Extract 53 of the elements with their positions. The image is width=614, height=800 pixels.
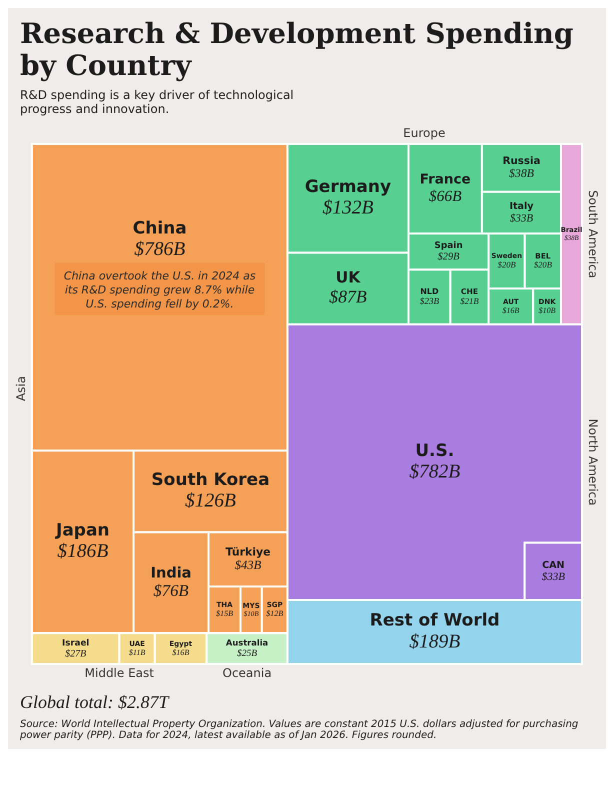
text: China overtook the U.S. in 2024 as its R&D spending grew 8.7% while U.S. spending fell by 0.2%.: [64, 270, 256, 311]
data-label: $33B: [510, 212, 534, 224]
data-label: $782B: [409, 462, 460, 483]
series-label: Oceania: [222, 666, 272, 680]
data-label: $786B: [134, 239, 186, 260]
data-label: $20B: [534, 260, 553, 270]
data-label: $189B: [409, 631, 460, 652]
category-label: China: [132, 218, 187, 238]
category-label: Italy: [509, 201, 534, 212]
series-label: Middle East: [84, 666, 154, 680]
category-label: CAN: [542, 560, 565, 571]
data-label: $38B: [509, 166, 534, 180]
data-label: $29B: [438, 252, 460, 263]
text: Asia: [14, 376, 28, 402]
category-label: Germany: [304, 177, 392, 198]
text: R&D spending is a key driver of technological progress and innovation.: [19, 87, 295, 118]
text: Global total: $2.87T: [19, 691, 170, 714]
data-label: $126B: [184, 490, 236, 512]
series-label: Europe: [403, 126, 446, 140]
category-label: India: [150, 565, 192, 582]
text: South America: [586, 190, 600, 278]
text: North America: [586, 418, 600, 506]
category-label: U.S.: [415, 440, 454, 461]
data-label: $11B: [128, 648, 146, 657]
source-note: Source: World Intellectual Property Organization. Values are constant 2015 U.S. dollars adjusted for purchasing power parity (PPP). Data for 2024, latest available as of Jan 2026. Figures rounded.: [19, 718, 580, 743]
data-label: $16B: [502, 306, 520, 315]
data-label: $43B: [234, 558, 262, 572]
category-label: Spain: [434, 241, 463, 252]
category-label: Australia: [226, 637, 268, 648]
data-label: $186B: [57, 541, 108, 562]
data-label: $33B: [542, 571, 566, 584]
category-label: France: [420, 172, 471, 188]
data-label: $25B: [236, 648, 258, 660]
category-label: Japan: [54, 520, 110, 541]
data-label: $12B: [266, 609, 284, 618]
data-label: $87B: [329, 286, 367, 307]
text: Research & Development Spending by Country: [19, 16, 574, 84]
data-label: $16B: [172, 648, 190, 657]
data-label: $21B: [460, 296, 480, 306]
data-label: $76B: [153, 580, 189, 600]
category-label: Türkiye: [225, 545, 271, 558]
category-label: South Korea: [151, 470, 270, 490]
data-label: $66B: [428, 188, 462, 205]
category-label: Israel: [62, 638, 90, 648]
data-label: $20B: [498, 259, 516, 270]
data-label: $132B: [322, 198, 374, 219]
data-label: $10B: [538, 306, 556, 315]
category-label: Russia: [502, 155, 540, 168]
data-label: $23B: [420, 296, 440, 306]
category-label: Rest of World: [370, 610, 500, 631]
category-label: UK: [336, 268, 362, 287]
data-label: $27B: [65, 648, 86, 660]
data-label: $15B: [216, 609, 234, 618]
